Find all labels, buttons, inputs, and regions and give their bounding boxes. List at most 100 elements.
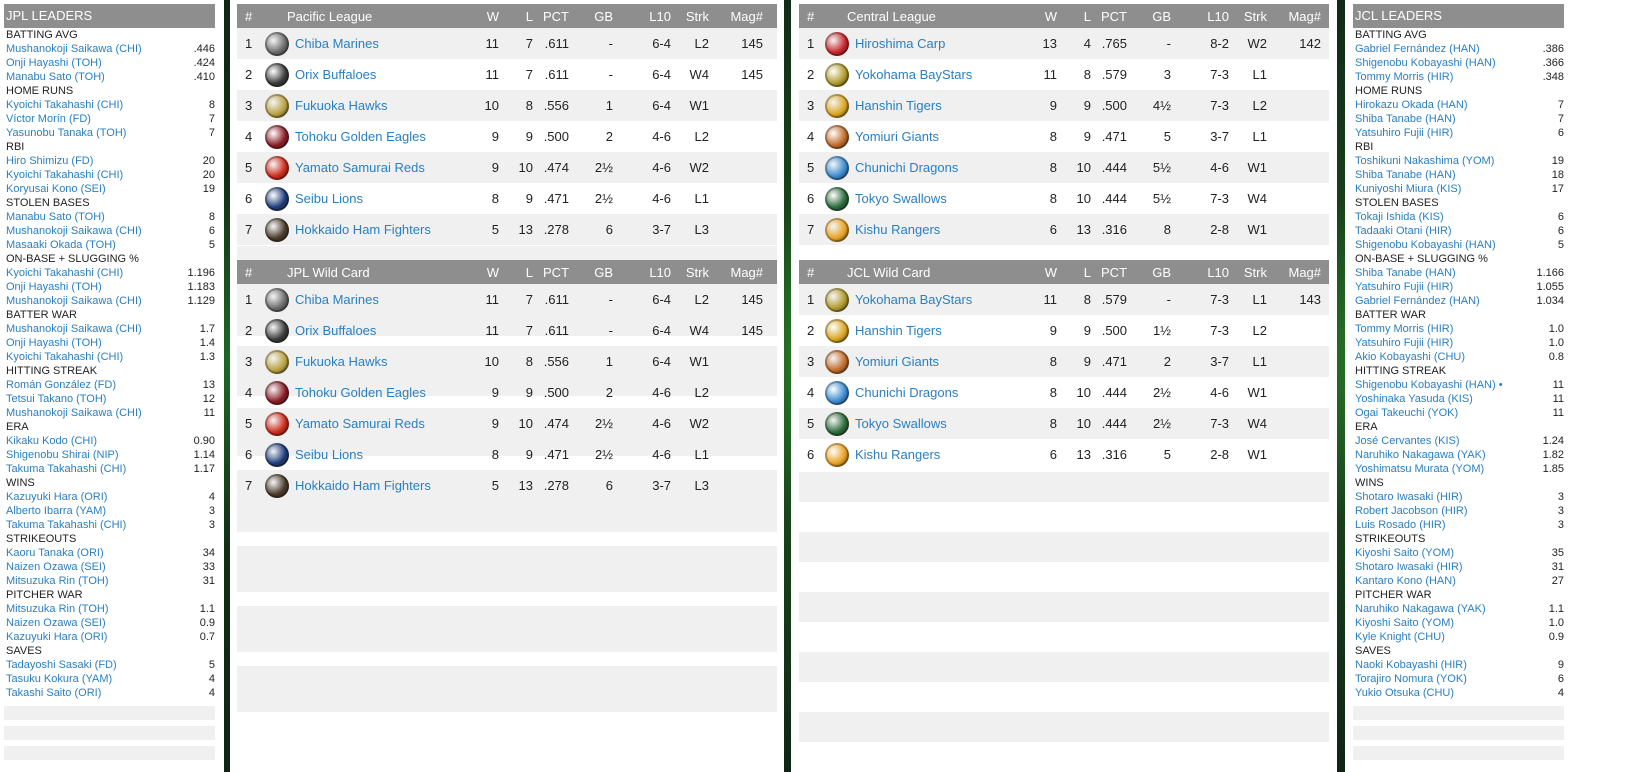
- team-link[interactable]: Tohoku Golden Eagles: [295, 385, 426, 400]
- player-link[interactable]: Kikaku Kodo (CHI): [6, 435, 98, 447]
- player-link[interactable]: Mitsuzuka Rin (TOH): [6, 575, 109, 587]
- team-link[interactable]: Fukuoka Hawks: [289, 346, 454, 377]
- team-row[interactable]: 1 Hiroshima Carp 13 4.765-8-2 W2 142: [799, 28, 1329, 59]
- player-link[interactable]: José Cervantes (KIS): [1355, 435, 1460, 447]
- team-row[interactable]: 5 Chunichi Dragons 8 10.444 5½ 4-6 W1: [799, 152, 1329, 183]
- team-link[interactable]: Yomiuri Giants: [849, 346, 1012, 377]
- team-link[interactable]: Orix Buffaloes: [295, 67, 377, 82]
- player-link[interactable]: Shotaro Iwasaki (HIR): [1355, 561, 1463, 573]
- player-link[interactable]: Shigenobu Kobayashi (HAN): [1355, 57, 1496, 69]
- player-link[interactable]: Alberto Ibarra (YAM): [6, 505, 107, 517]
- player-link[interactable]: Shigenobu Kobayashi (HAN) •: [1355, 379, 1503, 391]
- player-link[interactable]: Kyoichi Takahashi (CHI): [6, 99, 124, 111]
- team-link[interactable]: Orix Buffaloes: [295, 323, 377, 338]
- team-link[interactable]: Yamato Samurai Reds: [289, 152, 453, 183]
- player-link[interactable]: Kantaro Kono (HAN): [1355, 575, 1456, 587]
- team-row[interactable]: 5 Tokyo Swallows 8 10.444 2½ 7-3 W4: [799, 408, 1330, 439]
- team-link[interactable]: Chunichi Dragons: [855, 385, 959, 400]
- player-link[interactable]: Kiyoshi Saito (YOM): [1355, 547, 1455, 559]
- player-link[interactable]: Takuma Takahashi (CHI): [6, 519, 127, 531]
- team-link[interactable]: Yamato Samurai Reds: [289, 408, 454, 439]
- player-link[interactable]: Tommy Morris (HIR): [1355, 323, 1454, 335]
- player-link[interactable]: Naruhiko Nakagawa (YAK): [1355, 449, 1486, 461]
- player-link[interactable]: Robert Jacobson (HIR): [1355, 505, 1468, 517]
- player-link[interactable]: Manabu Sato (TOH): [6, 211, 105, 223]
- player-link[interactable]: Kyoichi Takahashi (CHI): [6, 169, 124, 181]
- player-link[interactable]: Yatsuhiro Fujii (HIR): [1355, 337, 1454, 349]
- team-link[interactable]: Tokyo Swallows: [849, 408, 1012, 439]
- player-link[interactable]: Tokaji Ishida (KIS): [1355, 211, 1444, 223]
- team-row[interactable]: 2 Orix Buffaloes 11 7 .611 - 6-4 W4 145: [237, 59, 777, 90]
- player-link[interactable]: Mitsuzuka Rin (TOH): [6, 603, 109, 615]
- player-link[interactable]: Román González (FD): [6, 379, 117, 391]
- player-link[interactable]: Kyle Knight (CHU): [1355, 631, 1445, 643]
- player-link[interactable]: Yatsuhiro Fujii (HIR): [1355, 127, 1454, 139]
- player-link[interactable]: Akio Kobayashi (CHU): [1355, 351, 1466, 363]
- player-link[interactable]: Naizen Ozawa (SEI): [6, 617, 106, 629]
- player-link[interactable]: Onji Hayashi (TOH): [6, 337, 102, 349]
- player-link[interactable]: Hirokazu Okada (HAN): [1355, 99, 1468, 111]
- player-link[interactable]: Shigenobu Shirai (NIP): [6, 449, 119, 461]
- player-link[interactable]: Torajiro Nomura (YOK): [1355, 673, 1467, 685]
- player-link[interactable]: Takuma Takahashi (CHI): [6, 463, 127, 475]
- team-link[interactable]: Kishu Rangers: [849, 214, 1011, 245]
- player-link[interactable]: Kiyoshi Saito (YOM): [1355, 617, 1455, 629]
- player-link[interactable]: Manabu Sato (TOH): [6, 71, 105, 83]
- player-link[interactable]: Tadaaki Otani (HIR): [1355, 225, 1452, 237]
- player-link[interactable]: Kyoichi Takahashi (CHI): [6, 267, 124, 279]
- player-link[interactable]: Shotaro Iwasaki (HIR): [1355, 491, 1463, 503]
- team-link[interactable]: Chiba Marines: [289, 28, 453, 59]
- team-link[interactable]: Hokkaido Ham Fighters: [289, 214, 453, 245]
- team-link[interactable]: Yokohama BayStars: [849, 284, 1012, 315]
- team-row[interactable]: 3 Fukuoka Hawks 10 8.556 1 6-4 W1: [237, 90, 777, 121]
- player-link[interactable]: Shiba Tanabe (HAN): [1355, 267, 1456, 279]
- team-link[interactable]: Fukuoka Hawks: [289, 90, 453, 121]
- player-link[interactable]: Shiba Tanabe (HAN): [1355, 169, 1456, 181]
- player-link[interactable]: Gabriel Fernández (HAN): [1355, 295, 1480, 307]
- team-link[interactable]: Tohoku Golden Eagles: [295, 129, 426, 144]
- team-row[interactable]: 1 Chiba Marines 11 7.611-6-4 L2 145: [237, 28, 777, 59]
- player-link[interactable]: Tadayoshi Sasaki (FD): [6, 659, 117, 671]
- team-row[interactable]: 4 Tohoku Golden Eagles 9 9 .500 2 4-6 L2: [237, 121, 777, 152]
- team-link[interactable]: Hanshin Tigers: [855, 323, 942, 338]
- team-link[interactable]: Hokkaido Ham Fighters: [289, 470, 454, 501]
- player-link[interactable]: Shigenobu Kobayashi (HAN): [1355, 239, 1496, 251]
- player-link[interactable]: Kazuyuki Hara (ORI): [6, 491, 108, 503]
- player-link[interactable]: Masaaki Okada (TOH): [6, 239, 116, 251]
- player-link[interactable]: Onji Hayashi (TOH): [6, 281, 102, 293]
- team-row[interactable]: 5 Yamato Samurai Reds 9 10.474 2½ 4-6 W2: [237, 152, 777, 183]
- team-link[interactable]: Yomiuri Giants: [855, 129, 940, 144]
- player-link[interactable]: Mushanokoji Saikawa (CHI): [6, 407, 142, 419]
- player-link[interactable]: Mushanokoji Saikawa (CHI): [6, 43, 142, 55]
- player-link[interactable]: Naruhiko Nakagawa (YAK): [1355, 603, 1486, 615]
- player-link[interactable]: Onji Hayashi (TOH): [6, 57, 102, 69]
- team-row[interactable]: 3 Yomiuri Giants 8 9.471 2 3-7 L1: [799, 346, 1330, 377]
- player-link[interactable]: Gabriel Fernández (HAN): [1355, 43, 1480, 55]
- team-link[interactable]: Chiba Marines: [289, 284, 454, 315]
- team-row[interactable]: 3 Fukuoka Hawks 10 8.556 1 6-4 W1: [237, 346, 778, 377]
- team-link[interactable]: Seibu Lions: [295, 191, 363, 206]
- player-link[interactable]: Kuniyoshi Miura (KIS): [1355, 183, 1462, 195]
- player-link[interactable]: Tasuku Kokura (YAM): [6, 673, 113, 685]
- player-link[interactable]: Kyoichi Takahashi (CHI): [6, 351, 124, 363]
- player-link[interactable]: Yasunobu Tanaka (TOH): [6, 127, 127, 139]
- team-row[interactable]: 4 Chunichi Dragons 8 10 .444 2½ 4-6 W1: [799, 377, 1329, 408]
- player-link[interactable]: Takashi Saito (ORI): [6, 687, 102, 699]
- team-row[interactable]: 1 Chiba Marines 11 7.611-6-4 L2 145: [237, 284, 778, 315]
- team-row[interactable]: 7 Kishu Rangers 6 13.316 8 2-8 W1: [799, 214, 1329, 245]
- team-link[interactable]: Hiroshima Carp: [849, 28, 1011, 59]
- player-link[interactable]: Toshikuni Nakashima (YOM): [1355, 155, 1495, 167]
- team-row[interactable]: 6 Seibu Lions 8 9 .471 2½ 4-6 L1: [237, 183, 777, 214]
- player-link[interactable]: Mushanokoji Saikawa (CHI): [6, 225, 142, 237]
- player-link[interactable]: Koryusai Kono (SEI): [6, 183, 106, 195]
- team-link[interactable]: Hanshin Tigers: [849, 90, 1011, 121]
- player-link[interactable]: Naoki Kobayashi (HIR): [1355, 659, 1467, 671]
- team-row[interactable]: 6 Kishu Rangers 6 13 .316 5 2-8 W1: [799, 439, 1329, 470]
- team-row[interactable]: 4 Tohoku Golden Eagles 9 9 .500 2 4-6 L2: [237, 377, 777, 408]
- team-row[interactable]: 1 Yokohama BayStars 11 8.579-7-3 L1 143: [799, 284, 1330, 315]
- team-row[interactable]: 4 Yomiuri Giants 8 9 .471 5 3-7 L1: [799, 121, 1329, 152]
- player-link[interactable]: Mushanokoji Saikawa (CHI): [6, 323, 142, 335]
- team-link[interactable]: Tokyo Swallows: [855, 191, 947, 206]
- player-link[interactable]: Hiro Shimizu (FD): [6, 155, 94, 167]
- player-link[interactable]: Yukio Otsuka (CHU): [1355, 687, 1455, 699]
